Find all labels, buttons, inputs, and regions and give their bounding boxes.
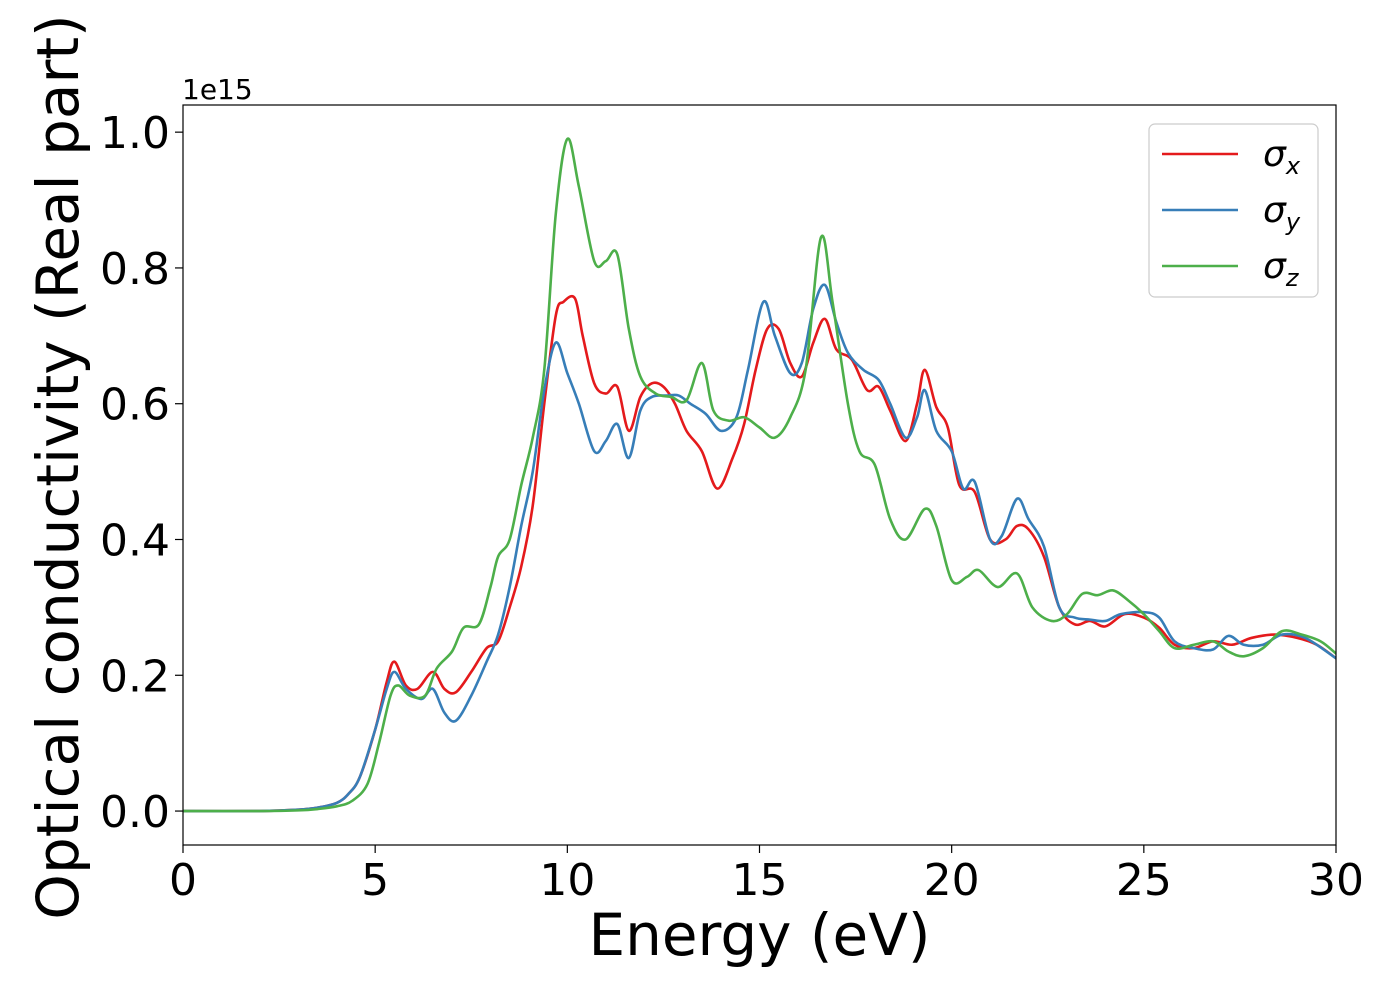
- y-tick-label: 0.8: [100, 244, 170, 295]
- x-tick-label: 30: [1308, 855, 1364, 906]
- x-tick-label: 25: [1116, 855, 1172, 906]
- y-tick-label: 0.6: [100, 380, 170, 431]
- series-line-y: [183, 283, 1336, 813]
- y-tick-label: 0.0: [100, 787, 170, 838]
- series-layer: [183, 137, 1336, 813]
- x-tick-label: 15: [732, 855, 788, 906]
- y-tick-label: 0.4: [100, 515, 170, 566]
- y-axis-ticks: 0.0 0.2 0.4 0.6 0.8 1.0: [100, 108, 183, 838]
- x-tick-label: 5: [361, 855, 389, 906]
- y-axis-title: Optical conductivity (Real part): [24, 14, 92, 919]
- x-axis-title: Energy (eV): [588, 901, 930, 969]
- legend-label-x: σx: [1263, 134, 1301, 180]
- x-tick-label: 10: [539, 855, 595, 906]
- x-axis-ticks: 0 5 10 15 20 25 30: [169, 845, 1364, 906]
- y-tick-label: 0.2: [100, 651, 170, 702]
- series-line-x: [183, 294, 1336, 813]
- legend-label-z: σz: [1263, 246, 1300, 292]
- series-line-z: [183, 137, 1336, 813]
- x-tick-label: 0: [169, 855, 197, 906]
- x-tick-label: 20: [924, 855, 980, 906]
- y-axis-offset-label: 1e15: [182, 73, 253, 106]
- y-tick-label: 1.0: [100, 108, 170, 159]
- legend: σx σy σz: [1148, 123, 1319, 298]
- legend-label-y: σy: [1263, 190, 1301, 236]
